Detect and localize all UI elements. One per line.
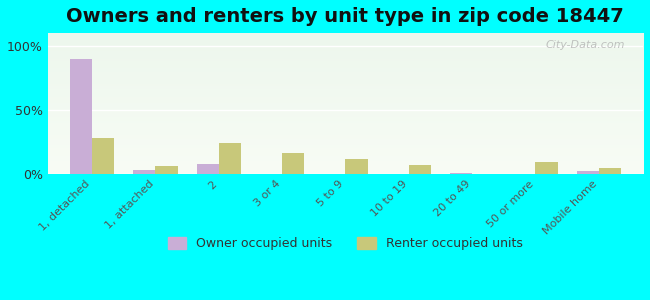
Bar bbox=[70, 59, 92, 174]
Bar bbox=[536, 163, 558, 174]
Bar bbox=[409, 165, 431, 174]
Legend: Owner occupied units, Renter occupied units: Owner occupied units, Renter occupied un… bbox=[162, 232, 528, 255]
Bar bbox=[599, 168, 621, 174]
Text: City-Data.com: City-Data.com bbox=[546, 40, 625, 50]
Bar bbox=[218, 143, 241, 174]
Bar bbox=[155, 166, 177, 174]
Bar bbox=[92, 138, 114, 174]
Bar bbox=[345, 159, 367, 174]
Bar bbox=[450, 173, 472, 174]
Bar bbox=[282, 154, 304, 174]
Bar bbox=[133, 170, 155, 174]
Title: Owners and renters by unit type in zip code 18447: Owners and renters by unit type in zip c… bbox=[66, 7, 624, 26]
Bar bbox=[577, 171, 599, 174]
Bar bbox=[196, 164, 218, 174]
